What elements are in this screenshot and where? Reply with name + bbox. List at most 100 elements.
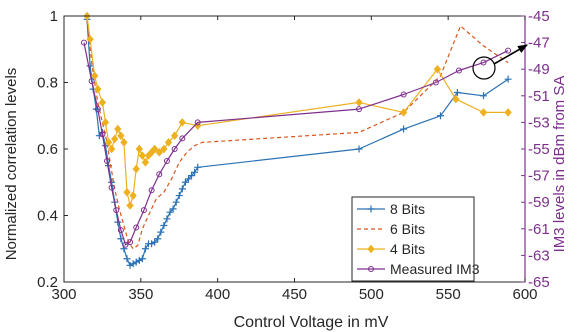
data-point-8-bits [480,92,488,100]
data-point-measured-im3 [400,91,407,98]
data-point-measured-im3 [122,241,129,248]
legend-label: 8 Bits [390,201,425,217]
y-tick-label: 0.4 [37,208,58,225]
y2-tick-label: -63 [528,247,550,264]
data-point-4-bits [101,118,110,127]
data-point-8-bits [86,62,94,70]
data-point-4-bits [170,131,179,140]
y2-tick-label: -47 [528,35,550,52]
x-tick-label: 500 [359,286,384,303]
data-point-8-bits [160,221,168,229]
data-point-measured-im3 [156,171,163,178]
data-point-8-bits [436,112,444,120]
data-point-measured-im3 [432,79,439,86]
y2-tick-label: -49 [528,61,550,78]
data-point-measured-im3 [99,131,106,138]
legend-entry-6-bits: 6 Bits [357,221,425,237]
data-point-measured-im3 [80,39,87,46]
y2-axis-label: IM3 levels in dBm from SA [551,76,568,253]
data-point-8-bits [194,163,202,171]
data-point-8-bits [504,75,512,83]
annotations [472,44,528,80]
data-point-8-bits [188,172,196,180]
data-point-8-bits [135,256,143,264]
data-point-4-bits [504,108,512,117]
data-point-4-bits [107,144,116,154]
data-point-measured-im3 [94,106,101,113]
highlight-circle [472,56,496,80]
data-point-8-bits [95,132,103,140]
x-tick-label: 350 [128,286,153,303]
data-point-8-bits [154,235,162,243]
x-tick-label: 450 [282,286,307,303]
data-point-measured-im3 [113,207,120,214]
legend-label: 6 Bits [390,221,425,237]
y-tick-label: 0.6 [37,141,58,158]
legend-marker [367,205,375,213]
data-point-8-bits [132,258,140,266]
legend-entry-8-bits: 8 Bits [357,201,425,217]
data-point-4-bits [120,138,128,147]
data-point-measured-im3 [171,146,178,152]
data-point-4-bits [178,118,186,127]
data-point-4-bits [91,71,99,81]
legend: 8 Bits 6 Bits 4 Bits Measured IM3 [351,196,480,282]
x-tick-label: 600 [512,286,537,303]
data-point-8-bits [138,255,146,263]
legend-label: Measured IM3 [390,261,480,277]
x-tick-label: 400 [205,286,230,303]
data-point-measured-im3 [108,184,115,191]
data-point-measured-im3 [480,59,487,66]
y2-tick-label: -51 [528,88,550,105]
data-point-8-bits [169,205,177,213]
series-6-bits [86,19,509,250]
x-tick-label: 300 [51,286,76,303]
data-point-8-bits [184,175,192,183]
data-point-4-bits [452,94,460,104]
y-tick-label: 0.8 [37,75,58,92]
y-axis-label: Normalized correlation levels [3,68,20,261]
x-tick-label: 550 [436,286,461,303]
data-point-4-bits [94,84,102,94]
data-point-measured-im3 [179,135,186,142]
y2-tick-label: -61 [528,221,550,238]
series-line-4-bits [86,15,509,207]
data-point-8-bits [123,255,131,263]
y2-tick-label: -53 [528,114,550,131]
axes: 300 350 400 450 500 550 600 0.2 0.4 0.6 0.8 1 -45 -47… [37,8,550,303]
data-point-4-bits [141,158,150,167]
series-8-bits [83,15,512,269]
data-point-8-bits [191,168,199,176]
y2-tick-label: -59 [528,194,550,211]
data-point-4-bits [155,148,163,157]
data-point-4-bits [111,134,119,144]
data-point-8-bits [166,208,174,216]
data-point-4-bits [135,144,143,154]
data-point-4-bits [86,35,94,44]
data-point-4-bits [129,191,137,200]
y2-tick-label: -55 [528,141,550,158]
data-point-8-bits [148,240,156,248]
y2-tick-label: -65 [528,274,550,291]
data-point-measured-im3 [117,227,124,234]
x-axis-label: Control Voltage in mV [234,314,389,331]
data-point-measured-im3 [104,157,111,164]
data-point-4-bits [160,144,168,154]
y-tick-label: 1 [50,8,58,25]
data-point-8-bits [114,218,122,226]
data-point-8-bits [151,238,159,246]
data-point-8-bits [453,88,461,96]
data-point-measured-im3 [163,157,170,164]
y2-tick-label: -57 [528,168,550,185]
data-point-measured-im3 [356,106,363,113]
series-measured-im3 [80,39,512,248]
data-point-8-bits [175,192,183,200]
legend-marker [368,266,374,272]
data-point-8-bits [355,145,363,153]
data-point-measured-im3 [140,207,147,214]
data-point-8-bits [129,260,137,268]
plot-area [64,11,525,282]
legend-entry-4-bits: 4 Bits [357,241,425,257]
data-point-measured-im3 [505,47,512,54]
